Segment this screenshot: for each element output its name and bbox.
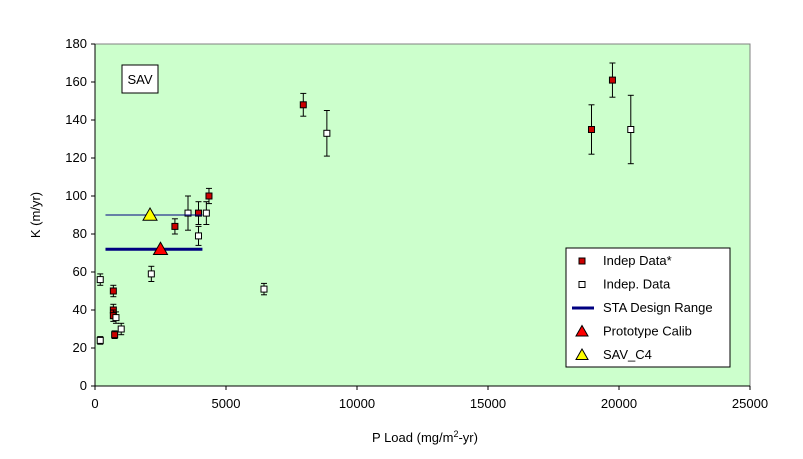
data-point [184, 209, 192, 217]
legend-marker [578, 257, 586, 265]
y-tick-label: 140 [65, 112, 87, 127]
x-tick-label: 20000 [601, 396, 637, 411]
y-tick-label: 160 [65, 74, 87, 89]
x-axis: 0 5000 10000 15000 20000 25000 [91, 386, 768, 411]
legend-label: SAV_C4 [603, 347, 652, 362]
y-tick-label: 100 [65, 188, 87, 203]
data-point [117, 325, 125, 333]
legend-marker [578, 281, 586, 288]
y-tick-label: 60 [73, 264, 87, 279]
legend-marker [575, 324, 589, 337]
legend-label: Indep Data* [603, 253, 672, 268]
data-point [202, 209, 210, 217]
data-point [260, 285, 268, 293]
legend-label: Prototype Calib [603, 324, 692, 339]
data-point [627, 126, 635, 133]
data-point [109, 287, 117, 295]
data-point [299, 101, 307, 109]
x-tick-label: 25000 [732, 396, 768, 411]
x-axis-title-sup: 2 [453, 429, 458, 439]
x-tick-label: 15000 [470, 396, 506, 411]
y-tick-label: 180 [65, 36, 87, 51]
y-tick-label: 40 [73, 302, 87, 317]
data-point [194, 232, 202, 240]
legend-label: Indep. Data [603, 277, 671, 292]
y-tick-label: 20 [73, 340, 87, 355]
data-point [587, 126, 595, 133]
x-tick-label: 5000 [212, 396, 241, 411]
data-point [111, 331, 119, 339]
y-axis-title: K (m/yr) [28, 192, 43, 238]
x-axis-title-main: P Load (mg/m [372, 430, 453, 445]
data-point [96, 276, 104, 284]
data-point [194, 209, 202, 217]
data-point [152, 241, 169, 255]
annotation-text: SAV [127, 72, 152, 87]
data-point [171, 222, 179, 230]
y-tick-label: 120 [65, 150, 87, 165]
annotation-box: SAV [121, 64, 159, 94]
data-point [323, 129, 331, 137]
data-point [142, 206, 158, 221]
legend: Indep Data* Indep. Data STA Design Range Pr… [565, 247, 731, 368]
legend-label: STA Design Range [603, 300, 713, 315]
x-axis-title: P Load (mg/m2-yr) [372, 429, 478, 445]
data-point [112, 314, 120, 322]
series-indep-data [96, 94, 635, 345]
series-prototype-calib [152, 241, 169, 255]
y-tick-label: 80 [73, 226, 87, 241]
x-tick-label: 10000 [339, 396, 375, 411]
series-layer [96, 62, 635, 345]
x-axis-title-tail: -yr) [458, 430, 478, 445]
data-point [147, 270, 155, 278]
x-tick-label: 0 [91, 396, 98, 411]
y-tick-label: 0 [80, 378, 87, 393]
legend-marker [575, 347, 589, 360]
data-point [205, 192, 213, 200]
data-point [608, 76, 616, 84]
data-point [96, 336, 104, 344]
y-axis: 0 20 40 60 80 100 120 140 160 180 [65, 36, 95, 393]
series-sav-c4 [105, 206, 203, 221]
